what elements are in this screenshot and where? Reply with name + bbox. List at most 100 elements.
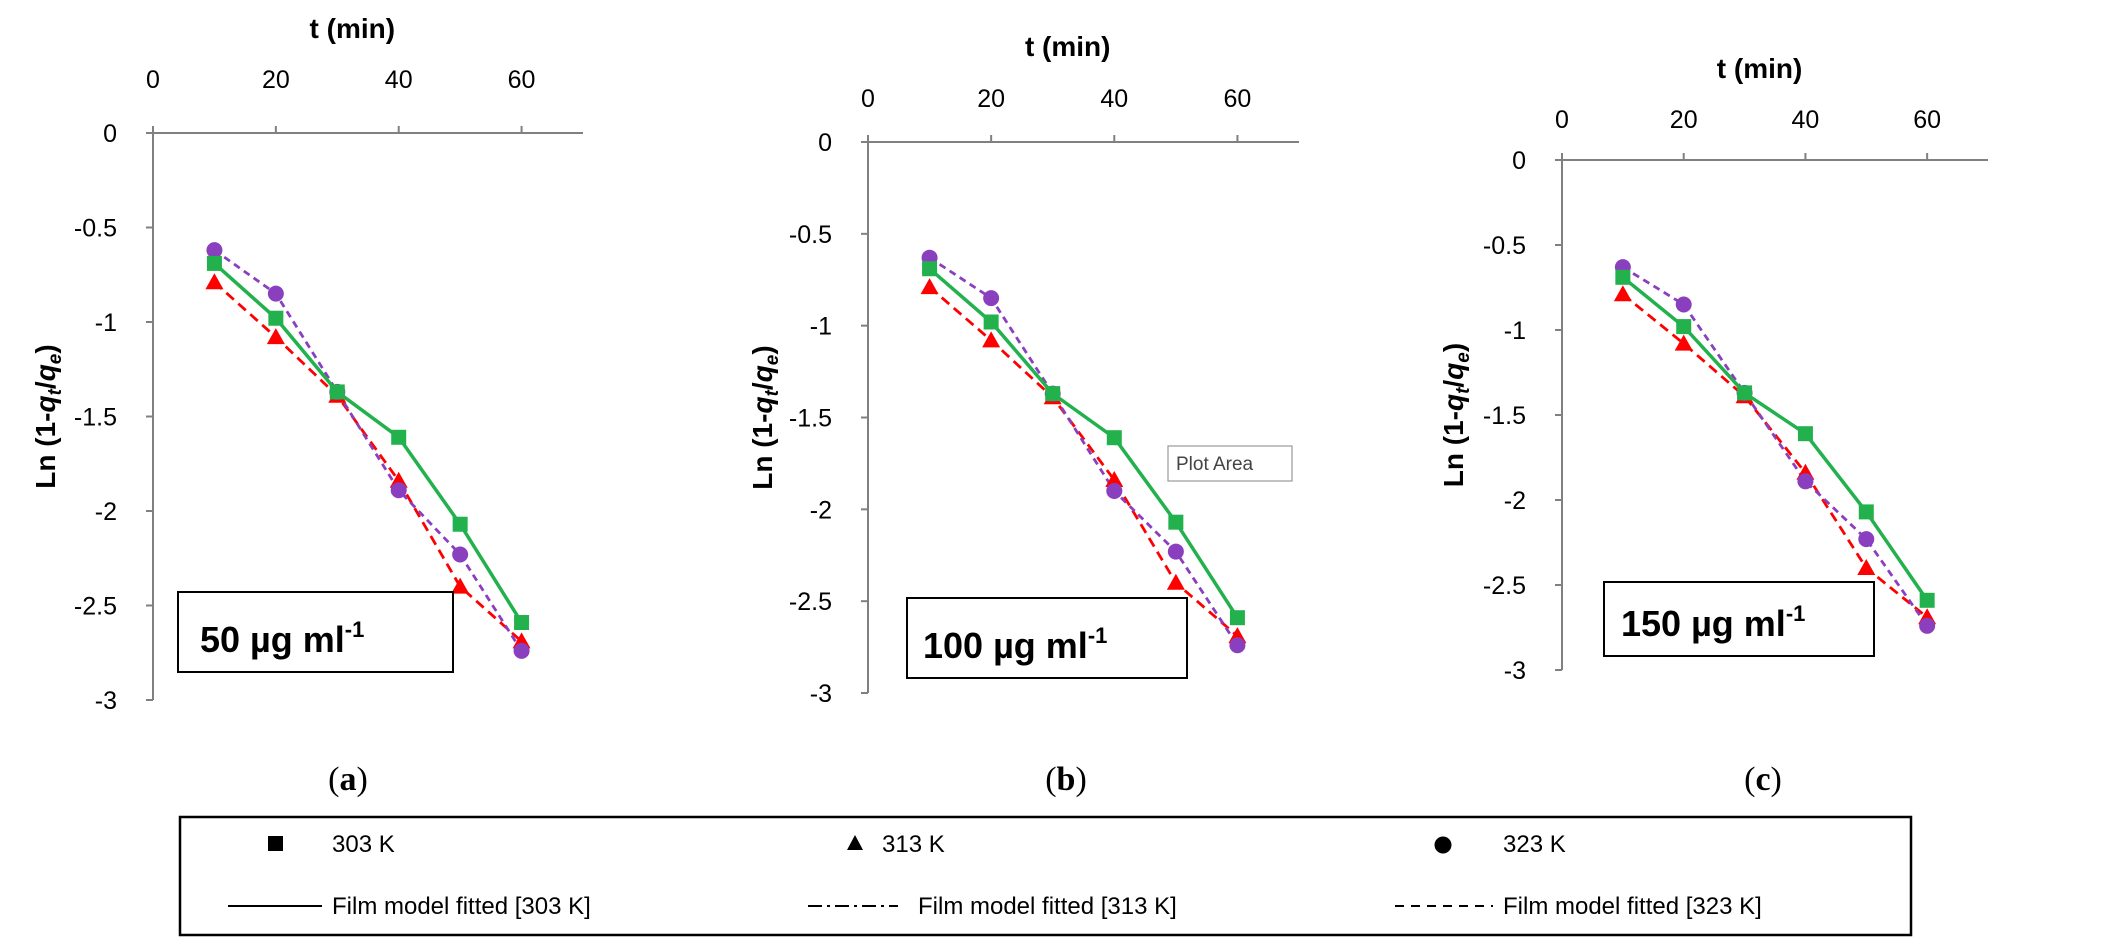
tooltip-text: Plot Area <box>1176 454 1254 475</box>
y-tick-label: -2.5 <box>1483 572 1526 600</box>
legend-box <box>178 815 1913 937</box>
x-tick-label: 40 <box>1100 85 1128 113</box>
data-point-square <box>452 516 468 532</box>
y-tick-label: -3 <box>810 680 832 708</box>
data-point-triangle <box>1105 470 1124 487</box>
x-axis-title: t (min) <box>310 13 396 44</box>
data-point-circle <box>390 482 407 499</box>
y-tick-label: -2.5 <box>789 588 832 616</box>
series-line-triangle <box>1621 293 1929 619</box>
y-tick-label: -1 <box>95 309 117 337</box>
panel-label: (c) <box>1744 761 1782 798</box>
x-tick-label: 60 <box>1224 85 1252 113</box>
series-line-square <box>928 267 1239 619</box>
legend-label-film-303k: Film model fitted [303 K] <box>332 893 591 920</box>
data-point-triangle <box>982 331 1001 348</box>
y-tick-label: -1.5 <box>1483 402 1526 430</box>
legend-label-film-313k: Film model fitted [313 K] <box>918 893 1177 920</box>
series-line-circle <box>928 256 1239 647</box>
data-point-square <box>1858 504 1874 520</box>
x-tick-label: 20 <box>1670 106 1698 134</box>
series-line-square <box>213 262 524 624</box>
data-point-triangle <box>1674 334 1693 351</box>
legend-label-303k: 303 K <box>332 831 395 858</box>
data-point-square <box>268 310 284 326</box>
data-point-circle <box>1106 482 1123 499</box>
data-point-square <box>1919 592 1935 608</box>
data-point-circle <box>983 290 1000 307</box>
data-point-circle <box>1797 473 1814 490</box>
legend: 303 K 313 K 323 K Film model fitted [303… <box>178 815 1913 937</box>
y-axis-title: Ln (1-qt/qe) <box>30 344 66 488</box>
series-line-triangle <box>213 281 523 643</box>
x-tick-label: 40 <box>1792 106 1820 134</box>
y-axis-title: Ln (1-qt/qe) <box>747 345 783 489</box>
panels: 0 20 40 60 0 -0.5 -1 -1.5 -2 -2.5 -3 t (min) Ln (1-q… <box>30 13 1988 798</box>
y-tick-label: -1 <box>1504 317 1526 345</box>
y-tick-label: -1.5 <box>789 405 832 433</box>
data-point-square <box>391 429 407 445</box>
concentration-box <box>177 591 454 673</box>
concentration-box <box>906 597 1188 679</box>
data-point-square <box>1797 426 1813 442</box>
data-point-circle <box>1167 543 1184 560</box>
data-point-square <box>1168 514 1184 530</box>
y-tick-label: -0.5 <box>1483 232 1526 260</box>
y-tick-label: -0.5 <box>789 221 832 249</box>
data-point-square <box>329 384 345 400</box>
concentration-label: 100 µg ml-1 <box>923 623 1107 666</box>
x-tick-label: 0 <box>1555 106 1569 134</box>
data-point-circle <box>452 546 469 563</box>
y-tick-label: -3 <box>1504 657 1526 685</box>
data-point-square <box>1106 430 1122 446</box>
chart-panel-a: 0 20 40 60 0 -0.5 -1 -1.5 -2 -2.5 -3 t (min) Ln (1-q… <box>30 13 583 798</box>
data-point-square <box>514 615 530 631</box>
x-tick-label: 60 <box>1913 106 1941 134</box>
panel-label: (b) <box>1045 761 1087 798</box>
data-point-circle <box>206 242 223 259</box>
chart-panel-b: 0 20 40 60 0 -0.5 -1 -1.5 -2 -2.5 -3 t (min) Ln (1-q… <box>747 31 1299 798</box>
data-point-triangle <box>266 328 285 345</box>
y-tick-label: -0.5 <box>74 215 117 243</box>
y-tick-label: -1 <box>810 313 832 341</box>
y-tick-label: 0 <box>103 120 117 148</box>
data-point-triangle <box>205 273 224 290</box>
y-tick-label: -2 <box>810 496 832 524</box>
x-tick-label: 20 <box>977 85 1005 113</box>
data-point-triangle <box>1857 559 1876 575</box>
legend-label-film-323k: Film model fitted [323 K] <box>1503 893 1762 920</box>
concentration-label: 50 µg ml-1 <box>200 617 364 660</box>
data-point-circle <box>1858 531 1875 548</box>
data-point-square <box>1676 319 1692 335</box>
x-axis-title: t (min) <box>1717 53 1803 84</box>
y-tick-label: -2 <box>95 498 117 526</box>
data-point-triangle <box>451 577 470 594</box>
legend-label-313k: 313 K <box>882 831 945 858</box>
data-point-square <box>922 261 938 277</box>
legend-square-marker <box>268 836 283 851</box>
legend-label-323k: 323 K <box>1503 831 1566 858</box>
chart-panel-c: 0 20 40 60 0 -0.5 -1 -1.5 -2 -2.5 -3 t (min) Ln (1-q… <box>1438 53 1988 798</box>
legend-circle-marker <box>1434 836 1452 854</box>
data-point-square <box>1229 610 1245 626</box>
data-point-square <box>983 314 999 330</box>
data-point-square <box>1615 269 1631 285</box>
y-tick-label: 0 <box>1512 147 1526 175</box>
y-tick-label: -3 <box>95 687 117 715</box>
x-tick-label: 60 <box>508 66 536 94</box>
data-point-circle <box>1229 637 1246 654</box>
series-line-square <box>1621 275 1929 602</box>
data-point-triangle <box>1166 573 1185 590</box>
data-point-triangle <box>1613 285 1632 302</box>
series-line-circle <box>213 249 523 652</box>
series-line-triangle <box>928 286 1239 638</box>
panel-label: (a) <box>328 761 368 798</box>
data-point-circle <box>513 642 530 659</box>
concentration-box <box>1603 581 1875 657</box>
data-point-triangle <box>920 278 939 295</box>
plot-area-tooltip: Plot Area <box>1167 445 1293 482</box>
y-tick-label: -1.5 <box>74 404 117 432</box>
legend-triangle-marker <box>847 835 863 850</box>
data-point-square <box>1045 386 1061 402</box>
data-point-square <box>206 255 222 271</box>
